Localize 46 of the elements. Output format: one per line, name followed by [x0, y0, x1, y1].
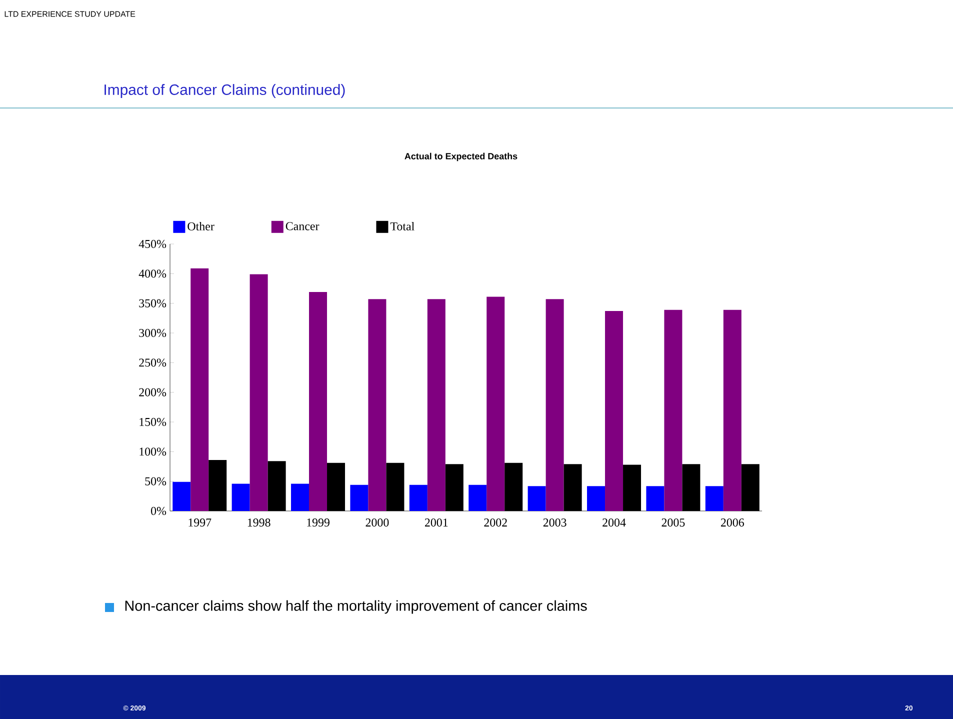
bar: [587, 486, 606, 511]
text: Non-cancer claims show half the mortality improvement of cancer claims: [125, 600, 587, 614]
bar: [664, 310, 682, 511]
y-tick-label: 50%: [145, 477, 166, 486]
x-tick-label: 2003: [543, 518, 566, 527]
x-tick-label: 2001: [424, 518, 448, 527]
bar: [409, 484, 428, 511]
y-tick-label: 250%: [139, 358, 166, 367]
bar: [723, 310, 742, 511]
bar: [528, 486, 546, 511]
text: Impact of Cancer Claims (continued): [104, 84, 345, 98]
bar: [427, 299, 446, 511]
y-tick-label: 0%: [151, 506, 166, 516]
legend-label: Cancer: [286, 222, 320, 230]
y-tick-label: 100%: [140, 448, 166, 456]
bar: [232, 484, 250, 511]
y-tick-label: 150%: [140, 418, 166, 426]
y-tick-label: 300%: [139, 328, 166, 338]
x-tick-label: 2002: [484, 518, 507, 527]
bar: [546, 299, 564, 511]
chart-title: Actual to Expected Deaths: [404, 152, 518, 162]
y-tick-label: 350%: [139, 299, 166, 308]
bar: [350, 484, 368, 511]
bar: [486, 296, 505, 511]
y-tick-label: 450%: [138, 240, 166, 248]
x-tick-label: 2004: [602, 518, 626, 527]
legend-label: Total: [390, 222, 414, 230]
bar: [190, 268, 209, 511]
bar: [646, 486, 664, 511]
bar: [705, 486, 724, 511]
bar: [468, 484, 487, 511]
bar: [605, 311, 624, 511]
bar: [291, 484, 310, 511]
x-tick-label: 2006: [720, 518, 744, 527]
bar: [368, 299, 386, 511]
legend-label: Other: [188, 222, 214, 230]
x-tick-label: 1998: [248, 518, 270, 527]
y-tick-label: 400%: [138, 270, 166, 278]
bar: [250, 274, 268, 511]
y-tick-label: 200%: [139, 388, 166, 396]
x-tick-label: 1997: [188, 518, 212, 527]
bar: [309, 292, 328, 511]
bar: [172, 482, 191, 511]
x-tick-label: 2005: [662, 518, 685, 527]
x-tick-label: 1999: [307, 518, 330, 527]
x-tick-label: 2000: [366, 518, 389, 527]
